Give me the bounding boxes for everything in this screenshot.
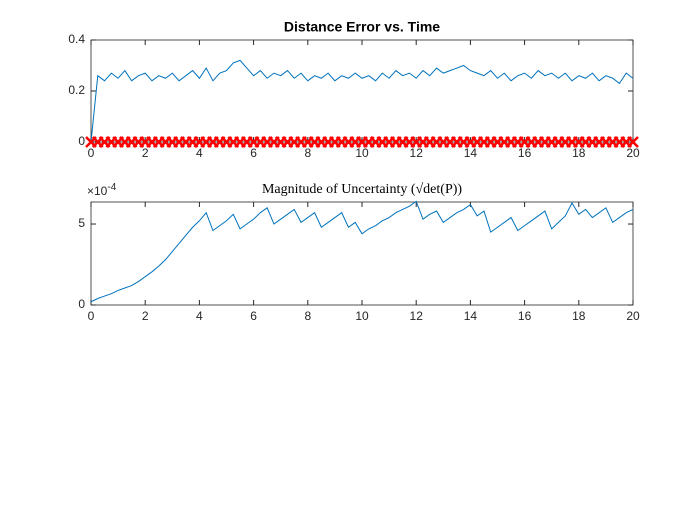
line (90, 200, 634, 303)
plot-area (90, 201, 634, 306)
x-tick-label: 14 (464, 146, 478, 160)
x-tick-label: 14 (464, 309, 478, 323)
y-multiplier-base: ×10 (87, 184, 108, 198)
x-tick-label: 2 (142, 146, 149, 160)
marker (627, 136, 639, 148)
y-tick-label: 0.4 (68, 32, 85, 46)
x-tick-label: 12 (410, 146, 424, 160)
y-tick-label: 0 (78, 297, 85, 311)
x-tick-label: 4 (196, 309, 203, 323)
y-multiplier-exponent: -4 (107, 182, 116, 193)
line (90, 59, 634, 143)
x-tick-label: 8 (304, 146, 311, 160)
plot-area (90, 39, 634, 143)
x-tick-label: 0 (88, 309, 95, 323)
x-tick-label: 16 (518, 309, 532, 323)
x-tick-label: 16 (518, 146, 532, 160)
y-tick-label: 5 (78, 216, 85, 230)
x-tick-label: 20 (626, 309, 640, 323)
x-tick-label: 10 (355, 309, 369, 323)
x-tick-label: 4 (196, 146, 203, 160)
x-tick-label: 0 (88, 146, 95, 160)
x-tick-label: 2 (142, 309, 149, 323)
chart-title: Distance Error vs. Time (284, 19, 440, 35)
x-tick-label: 10 (355, 146, 369, 160)
x-tick-label: 6 (250, 146, 257, 160)
x-tick-label: 8 (304, 309, 311, 323)
x-tick-label: 12 (410, 309, 424, 323)
chart-title: Magnitude of Uncertainty (√det(P)) (262, 182, 462, 197)
y-tick-label: 0.2 (68, 83, 85, 97)
y-multiplier: ×10-4 (87, 182, 117, 199)
x-tick-label: 18 (572, 309, 586, 323)
x-tick-label: 18 (572, 146, 586, 160)
y-tick-label: 0 (78, 134, 85, 148)
x-tick-label: 20 (626, 146, 640, 160)
x-tick-label: 6 (250, 309, 257, 323)
